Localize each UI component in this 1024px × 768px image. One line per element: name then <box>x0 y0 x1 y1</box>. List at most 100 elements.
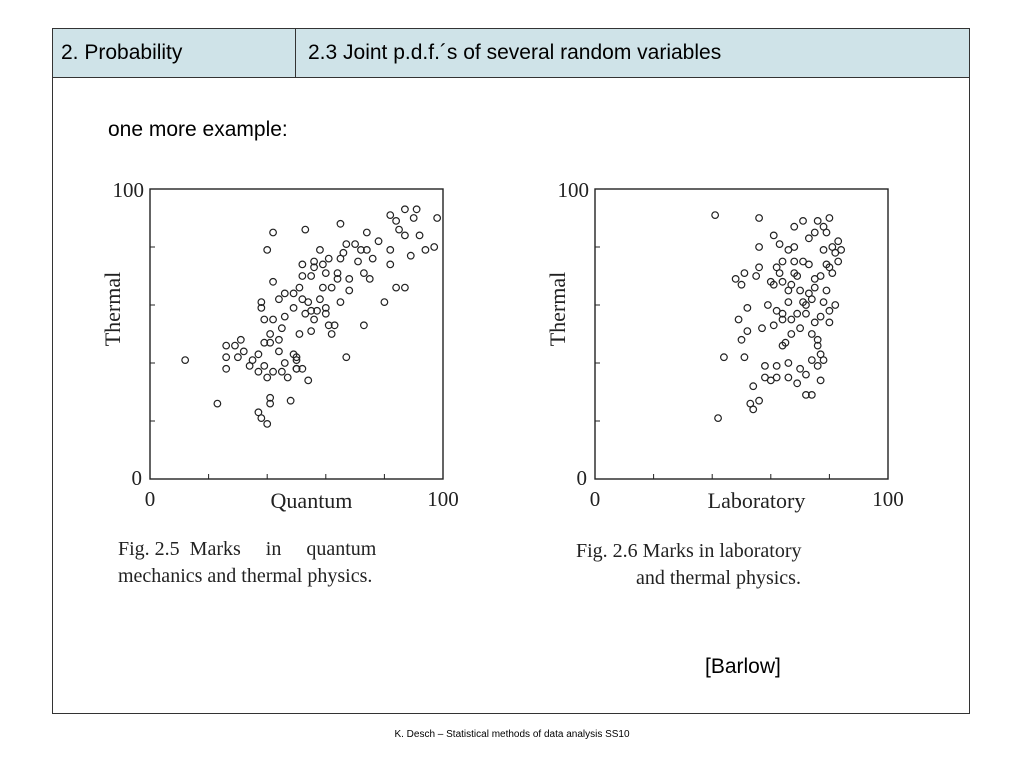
data-point <box>401 205 409 214</box>
data-point <box>775 240 784 248</box>
data-point <box>275 347 283 356</box>
data-point <box>321 309 330 318</box>
data-point <box>769 321 778 330</box>
data-point <box>793 309 802 318</box>
data-point <box>254 350 263 359</box>
data-point <box>807 330 816 338</box>
data-point <box>807 390 816 399</box>
data-point <box>837 245 846 254</box>
right-figure-caption: Fig. 2.6 Marks in laboratory and thermal… <box>576 538 896 592</box>
data-point <box>239 347 248 356</box>
data-point <box>740 353 749 362</box>
y-tick-label-max: 100 <box>113 178 145 202</box>
data-point <box>711 211 720 219</box>
data-point <box>345 274 354 283</box>
data-point <box>787 330 796 338</box>
data-point <box>802 390 810 399</box>
data-point <box>409 214 418 222</box>
data-point <box>787 315 796 324</box>
x-axis-label: Quantum <box>271 488 353 513</box>
data-point <box>222 353 231 362</box>
data-point <box>359 321 368 330</box>
slide-header: 2. Probability 2.3 Joint p.d.f.´s of sev… <box>53 29 969 78</box>
data-point <box>280 312 289 321</box>
data-point <box>222 341 231 350</box>
data-point <box>834 237 843 246</box>
data-point <box>807 356 816 365</box>
data-point <box>802 301 810 309</box>
x-tick-label-max: 100 <box>872 487 904 511</box>
data-point <box>257 303 266 312</box>
data-point <box>283 373 292 382</box>
data-point <box>778 309 787 318</box>
data-point <box>292 364 301 373</box>
footer-text: K. Desch – Statistical methods of data a… <box>394 729 630 740</box>
data-point <box>828 269 837 277</box>
data-point <box>316 295 324 304</box>
data-point <box>181 356 190 365</box>
data-point <box>266 399 275 408</box>
data-point <box>790 243 799 251</box>
x-tick-label-max: 100 <box>427 487 459 511</box>
data-point <box>769 231 778 240</box>
data-point <box>714 414 722 423</box>
data-point <box>342 240 351 248</box>
data-point <box>307 272 316 280</box>
data-point <box>298 364 307 373</box>
data-point <box>743 327 752 336</box>
data-point <box>831 301 840 309</box>
data-point <box>775 269 784 277</box>
data-point <box>266 338 275 347</box>
data-point <box>720 353 728 362</box>
data-point <box>354 257 362 266</box>
data-point <box>749 382 758 391</box>
data-point <box>333 274 342 283</box>
data-point <box>231 341 239 350</box>
subsection-title: 2.3 Joint p.d.f.´s of several random var… <box>296 29 969 77</box>
data-point <box>755 243 763 251</box>
data-point <box>295 283 304 292</box>
laboratory-thermal-scatter: 0 100 0 100 Laboratory Thermal <box>545 178 904 513</box>
data-point <box>336 298 345 307</box>
data-point <box>362 245 371 254</box>
data-point <box>810 318 819 327</box>
data-point <box>802 309 810 318</box>
data-point <box>737 335 746 344</box>
data-point <box>734 315 743 324</box>
data-point <box>819 298 828 307</box>
data-point <box>310 263 318 272</box>
y-tick-label-min: 0 <box>577 466 588 490</box>
data-point <box>778 315 787 324</box>
data-point <box>784 359 793 367</box>
data-point <box>386 245 395 254</box>
data-point <box>804 260 813 269</box>
data-point <box>386 211 395 219</box>
data-point <box>333 269 342 277</box>
data-point <box>752 272 761 280</box>
slide-frame: 2. Probability 2.3 Joint p.d.f.´s of sev… <box>52 28 970 714</box>
data-point <box>362 228 371 237</box>
data-point <box>269 315 277 324</box>
y-axis-label: Thermal <box>100 272 125 347</box>
data-point <box>401 283 409 292</box>
data-point <box>275 335 283 344</box>
right-caption-line-1: Fig. 2.6 Marks in laboratory <box>576 540 802 562</box>
data-point <box>275 295 283 304</box>
plot-frame <box>594 188 889 480</box>
data-point <box>731 274 740 283</box>
data-point <box>406 251 415 260</box>
data-point <box>799 217 807 225</box>
data-point <box>755 214 763 222</box>
data-point <box>327 330 336 338</box>
data-point <box>286 396 295 405</box>
data-point <box>277 367 286 376</box>
data-point <box>316 245 324 254</box>
intro-text: one more example: <box>108 118 288 141</box>
data-point <box>298 260 307 269</box>
data-point <box>280 359 289 367</box>
data-point <box>298 272 307 280</box>
x-tick-label-min: 0 <box>590 487 601 511</box>
data-point <box>816 376 825 385</box>
data-point <box>834 257 843 266</box>
plot-frame <box>149 188 444 480</box>
